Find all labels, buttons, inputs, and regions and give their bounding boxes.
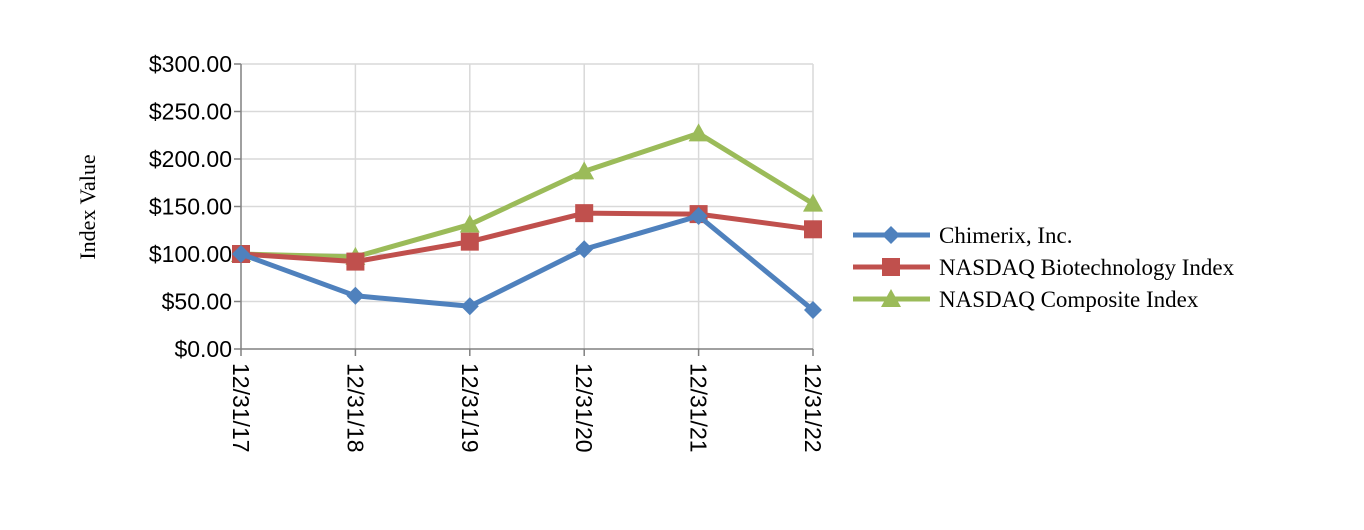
legend-label: Chimerix, Inc. bbox=[939, 223, 1073, 248]
data-point bbox=[689, 207, 708, 225]
gridlines bbox=[241, 63, 814, 349]
series-1 bbox=[232, 207, 822, 320]
data-point bbox=[803, 193, 823, 212]
y-tick-label: $50.00 bbox=[162, 289, 232, 315]
data-point bbox=[804, 301, 822, 320]
data-point bbox=[346, 286, 365, 305]
legend-item: NASDAQ Biotechnology Index bbox=[853, 255, 1235, 280]
x-tick-label: 12/31/19 bbox=[457, 363, 483, 453]
y-tick-label: $300.00 bbox=[149, 51, 232, 77]
y-tick-label: $0.00 bbox=[174, 336, 232, 362]
data-point bbox=[575, 204, 594, 223]
legend: Chimerix, Inc. NASDAQ Biotechnology Index… bbox=[853, 223, 1235, 312]
series-line bbox=[238, 213, 816, 313]
legend-label: NASDAQ Biotechnology Index bbox=[939, 255, 1235, 280]
data-point bbox=[575, 240, 594, 259]
series-layer bbox=[231, 123, 823, 320]
data-point bbox=[460, 297, 479, 316]
data-point bbox=[459, 214, 480, 233]
x-tick-label: 12/31/20 bbox=[571, 363, 597, 453]
data-point bbox=[460, 232, 479, 251]
y-axis-label: Index Value bbox=[75, 154, 100, 259]
axes bbox=[234, 63, 814, 356]
legend-item: Chimerix, Inc. bbox=[853, 223, 1073, 248]
y-tick-label: $100.00 bbox=[149, 241, 232, 267]
y-tick-label: $200.00 bbox=[149, 146, 232, 172]
x-tick-label: 12/31/18 bbox=[342, 363, 368, 453]
series-2 bbox=[232, 204, 822, 271]
x-tick-label: 12/31/17 bbox=[228, 363, 254, 453]
data-point bbox=[346, 252, 365, 271]
x-tick-label: 12/31/22 bbox=[800, 363, 826, 453]
y-tick-labels: $0.00 $50.00 $100.00 $150.00 $200.00 $250.00 $… bbox=[149, 51, 232, 362]
legend-marker bbox=[881, 289, 901, 307]
y-tick-label: $250.00 bbox=[149, 99, 232, 125]
series-line bbox=[238, 130, 816, 260]
legend-label: NASDAQ Composite Index bbox=[939, 287, 1199, 312]
y-tick-label: $150.00 bbox=[149, 194, 232, 220]
legend-marker bbox=[882, 258, 900, 276]
data-point bbox=[804, 220, 822, 239]
data-point bbox=[688, 123, 709, 142]
data-point bbox=[232, 245, 250, 263]
data-point bbox=[574, 161, 595, 180]
x-tick-labels: 12/31/17 12/31/18 12/31/19 12/31/20 12/31/21… bbox=[228, 363, 826, 453]
legend-item: NASDAQ Composite Index bbox=[853, 287, 1199, 312]
legend-marker bbox=[882, 226, 900, 244]
x-tick-label: 12/31/21 bbox=[686, 363, 712, 453]
series-line bbox=[238, 210, 816, 265]
